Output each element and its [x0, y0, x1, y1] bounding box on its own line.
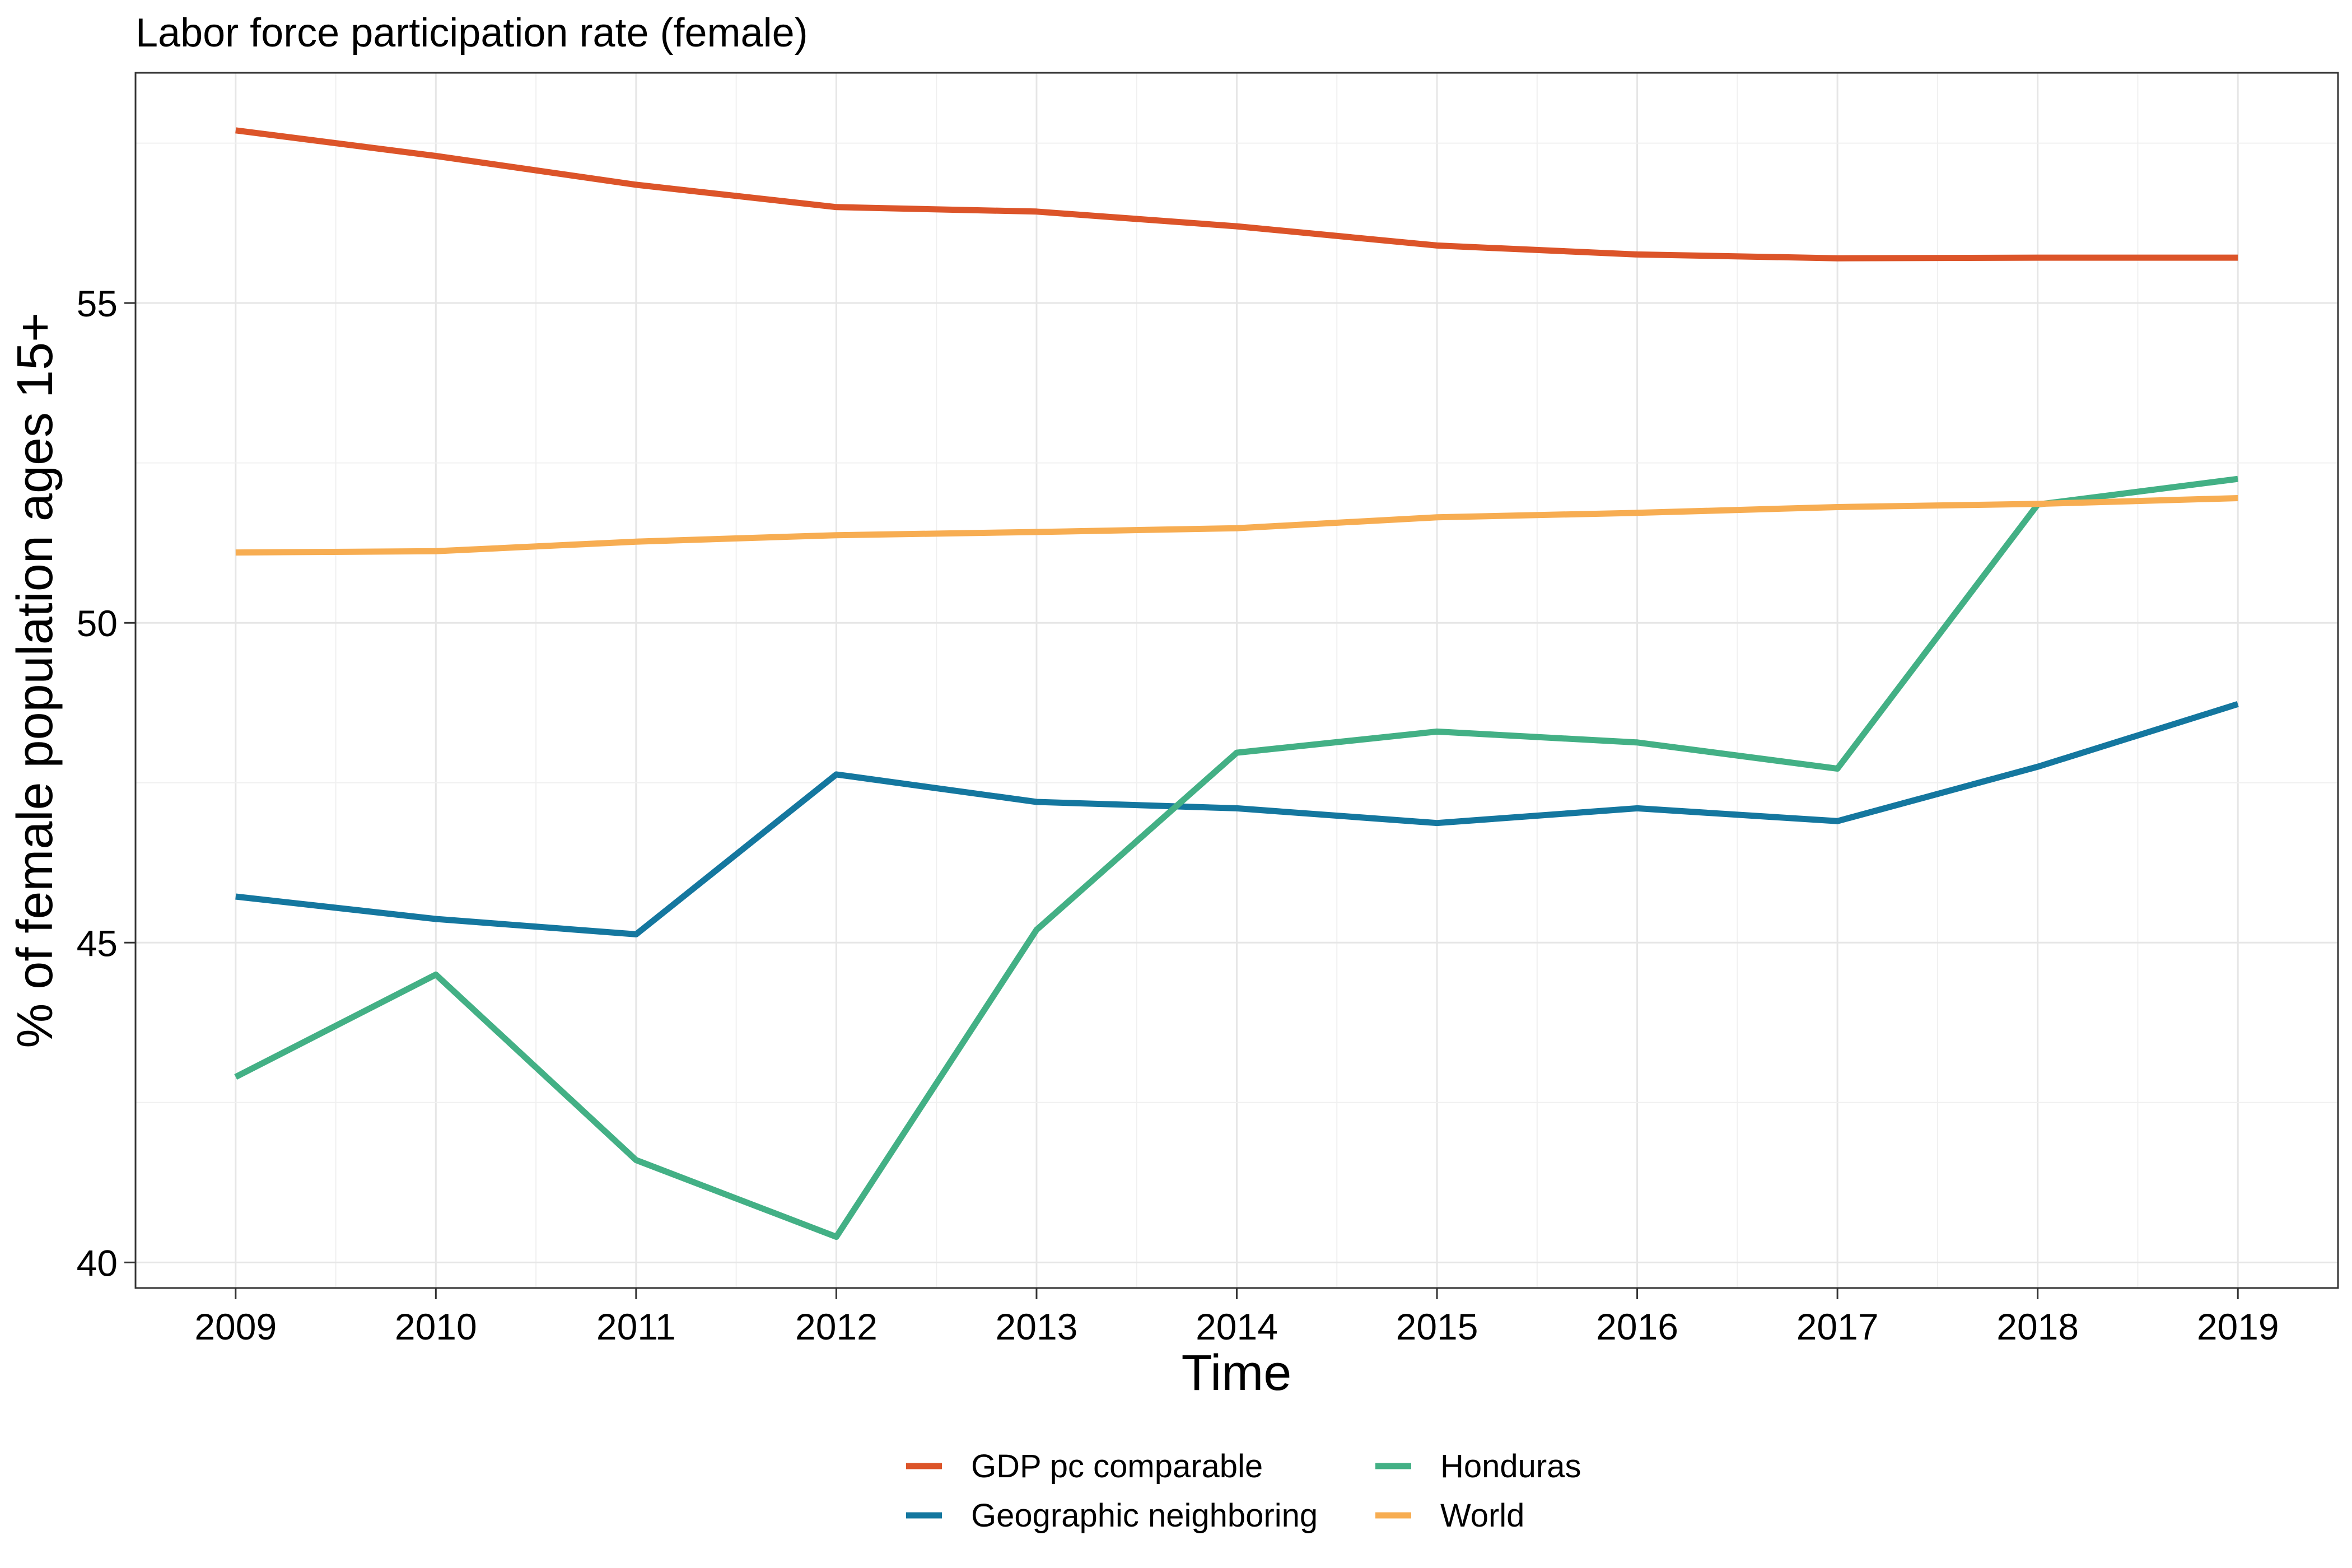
legend: GDP pc comparable Geographic neighboring H… [906, 1448, 1581, 1534]
y-axis-ticks: 40 45 50 55 [77, 283, 136, 1284]
x-tick-label: 2013 [996, 1306, 1078, 1347]
series-line-geographic-neighboring [235, 701, 2239, 937]
y-tick-label: 45 [77, 922, 118, 964]
y-axis-title: % of female population ages 15+ [7, 312, 63, 1048]
series-line-honduras [234, 475, 2238, 1240]
x-tick-label: 2010 [395, 1306, 477, 1347]
x-tick-label: 2017 [1796, 1306, 1879, 1347]
x-axis-title: Time [1182, 1345, 1292, 1401]
x-tick-label: 2012 [795, 1306, 878, 1347]
series-lines [234, 127, 2239, 1240]
x-tick-label: 2015 [1396, 1306, 1478, 1347]
x-tick-label: 2011 [596, 1306, 676, 1347]
series-line-gdp-pc-comparable [235, 127, 2238, 262]
series-line-world [235, 495, 2238, 556]
legend-label-geographic-neighboring: Geographic neighboring [971, 1497, 1318, 1534]
legend-label-gdp-pc-comparable: GDP pc comparable [971, 1448, 1263, 1485]
y-tick-label: 40 [77, 1242, 118, 1284]
chart-title: Labor force participation rate (female) [136, 11, 808, 55]
x-tick-label: 2016 [1596, 1306, 1678, 1347]
legend-label-honduras: Honduras [1440, 1448, 1581, 1485]
y-tick-label: 50 [77, 603, 118, 644]
x-axis-ticks: 2009 2010 2011 2012 2013 2014 2015 2016 2017 2018… [194, 1288, 2279, 1347]
x-tick-label: 2009 [194, 1306, 277, 1347]
x-tick-label: 2019 [2197, 1306, 2279, 1347]
legend-label-world: World [1440, 1497, 1524, 1534]
x-tick-label: 2014 [1196, 1306, 1278, 1347]
x-tick-label: 2018 [1996, 1306, 2079, 1347]
y-tick-label: 55 [77, 283, 118, 324]
